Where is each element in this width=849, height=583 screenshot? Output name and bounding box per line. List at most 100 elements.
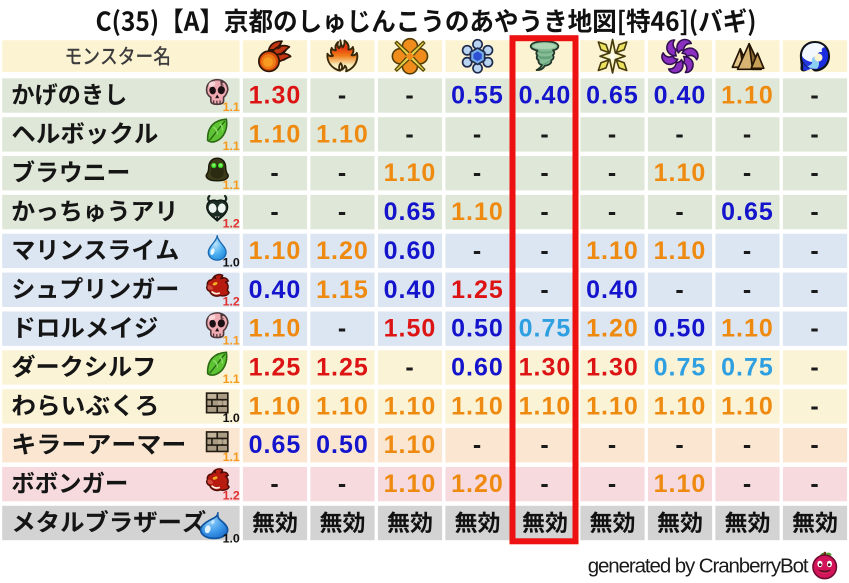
svg-text:-: - bbox=[338, 470, 347, 498]
svg-text:1.20: 1.20 bbox=[316, 237, 369, 265]
svg-text:-: - bbox=[405, 120, 414, 148]
svg-text:1.10: 1.10 bbox=[451, 392, 504, 420]
svg-text:-: - bbox=[540, 120, 549, 148]
svg-text:1.20: 1.20 bbox=[586, 315, 639, 343]
svg-text:0.60: 0.60 bbox=[384, 237, 437, 265]
svg-text:0.75: 0.75 bbox=[519, 315, 572, 343]
svg-text:0.50: 0.50 bbox=[451, 315, 504, 343]
svg-text:1.30: 1.30 bbox=[519, 354, 572, 382]
svg-text:1.25: 1.25 bbox=[316, 354, 369, 382]
svg-text:-: - bbox=[743, 470, 752, 498]
svg-text:-: - bbox=[540, 431, 549, 459]
svg-text:-: - bbox=[608, 198, 617, 226]
svg-text:-: - bbox=[743, 237, 752, 265]
svg-text:1.10: 1.10 bbox=[249, 120, 302, 148]
svg-text:1.1: 1.1 bbox=[223, 372, 240, 386]
svg-text:-: - bbox=[675, 120, 684, 148]
svg-text:1.30: 1.30 bbox=[586, 354, 639, 382]
svg-text:0.65: 0.65 bbox=[249, 431, 302, 459]
svg-text:1.10: 1.10 bbox=[721, 82, 774, 110]
svg-text:1.50: 1.50 bbox=[384, 315, 437, 343]
svg-text:-: - bbox=[473, 237, 482, 265]
svg-text:-: - bbox=[743, 431, 752, 459]
svg-text:1.15: 1.15 bbox=[316, 276, 369, 304]
svg-text:-: - bbox=[810, 237, 819, 265]
svg-text:-: - bbox=[540, 198, 549, 226]
svg-text:-: - bbox=[338, 198, 347, 226]
svg-text:-: - bbox=[675, 198, 684, 226]
svg-text:-: - bbox=[540, 276, 549, 304]
svg-text:-: - bbox=[473, 120, 482, 148]
svg-text:0.40: 0.40 bbox=[384, 276, 437, 304]
svg-text:1.10: 1.10 bbox=[721, 392, 774, 420]
svg-text:-: - bbox=[608, 431, 617, 459]
svg-text:generated by CranberryBot: generated by CranberryBot bbox=[588, 554, 809, 577]
svg-text:0.40: 0.40 bbox=[586, 276, 639, 304]
svg-text:1.25: 1.25 bbox=[451, 276, 504, 304]
svg-text:-: - bbox=[338, 82, 347, 110]
svg-text:-: - bbox=[608, 470, 617, 498]
svg-text:1.10: 1.10 bbox=[654, 159, 707, 187]
svg-text:1.0: 1.0 bbox=[223, 256, 240, 270]
svg-text:1.0: 1.0 bbox=[223, 532, 240, 546]
svg-text:-: - bbox=[810, 159, 819, 187]
svg-text:-: - bbox=[608, 159, 617, 187]
svg-text:0.40: 0.40 bbox=[654, 82, 707, 110]
svg-text:1.10: 1.10 bbox=[384, 431, 437, 459]
svg-text:0.40: 0.40 bbox=[519, 82, 572, 110]
svg-text:1.10: 1.10 bbox=[721, 315, 774, 343]
svg-text:1.10: 1.10 bbox=[384, 159, 437, 187]
svg-text:-: - bbox=[405, 354, 414, 382]
svg-text:1.20: 1.20 bbox=[451, 470, 504, 498]
svg-text:1.10: 1.10 bbox=[586, 392, 639, 420]
svg-text:-: - bbox=[810, 82, 819, 110]
svg-text:1.10: 1.10 bbox=[384, 392, 437, 420]
svg-text:-: - bbox=[270, 470, 279, 498]
svg-text:0.75: 0.75 bbox=[721, 354, 774, 382]
svg-text:-: - bbox=[743, 159, 752, 187]
svg-text:0.65: 0.65 bbox=[384, 198, 437, 226]
svg-text:1.30: 1.30 bbox=[249, 82, 302, 110]
svg-text:-: - bbox=[338, 159, 347, 187]
svg-text:0.50: 0.50 bbox=[316, 431, 369, 459]
svg-text:-: - bbox=[810, 354, 819, 382]
svg-text:0.50: 0.50 bbox=[654, 315, 707, 343]
svg-text:1.2: 1.2 bbox=[223, 217, 240, 231]
svg-text:1.10: 1.10 bbox=[316, 392, 369, 420]
svg-text:-: - bbox=[473, 431, 482, 459]
svg-text:1.10: 1.10 bbox=[249, 237, 302, 265]
svg-text:0.75: 0.75 bbox=[654, 354, 707, 382]
svg-text:1.1: 1.1 bbox=[223, 139, 240, 153]
svg-text:0.60: 0.60 bbox=[451, 354, 504, 382]
svg-text:1.10: 1.10 bbox=[249, 315, 302, 343]
svg-text:-: - bbox=[608, 120, 617, 148]
svg-text:-: - bbox=[675, 276, 684, 304]
svg-text:-: - bbox=[810, 120, 819, 148]
svg-text:1.10: 1.10 bbox=[654, 237, 707, 265]
svg-text:-: - bbox=[810, 198, 819, 226]
svg-text:1.10: 1.10 bbox=[586, 237, 639, 265]
svg-text:-: - bbox=[338, 315, 347, 343]
svg-text:1.25: 1.25 bbox=[249, 354, 302, 382]
svg-text:-: - bbox=[810, 276, 819, 304]
svg-text:-: - bbox=[270, 198, 279, 226]
svg-text:0.40: 0.40 bbox=[249, 276, 302, 304]
svg-text:1.10: 1.10 bbox=[249, 392, 302, 420]
svg-text:-: - bbox=[743, 120, 752, 148]
svg-text:-: - bbox=[540, 159, 549, 187]
svg-text:1.1: 1.1 bbox=[223, 450, 240, 464]
svg-text:1.2: 1.2 bbox=[223, 489, 240, 503]
svg-text:1.1: 1.1 bbox=[223, 100, 240, 114]
svg-text:-: - bbox=[473, 159, 482, 187]
svg-text:1.10: 1.10 bbox=[451, 198, 504, 226]
svg-text:1.10: 1.10 bbox=[654, 470, 707, 498]
svg-text:1.10: 1.10 bbox=[384, 470, 437, 498]
svg-text:-: - bbox=[810, 470, 819, 498]
svg-text:-: - bbox=[810, 315, 819, 343]
svg-text:-: - bbox=[675, 431, 684, 459]
svg-text:-: - bbox=[810, 392, 819, 420]
svg-text:-: - bbox=[810, 431, 819, 459]
svg-text:1.2: 1.2 bbox=[223, 294, 240, 308]
svg-text:1.10: 1.10 bbox=[519, 392, 572, 420]
svg-text:0.65: 0.65 bbox=[721, 198, 774, 226]
